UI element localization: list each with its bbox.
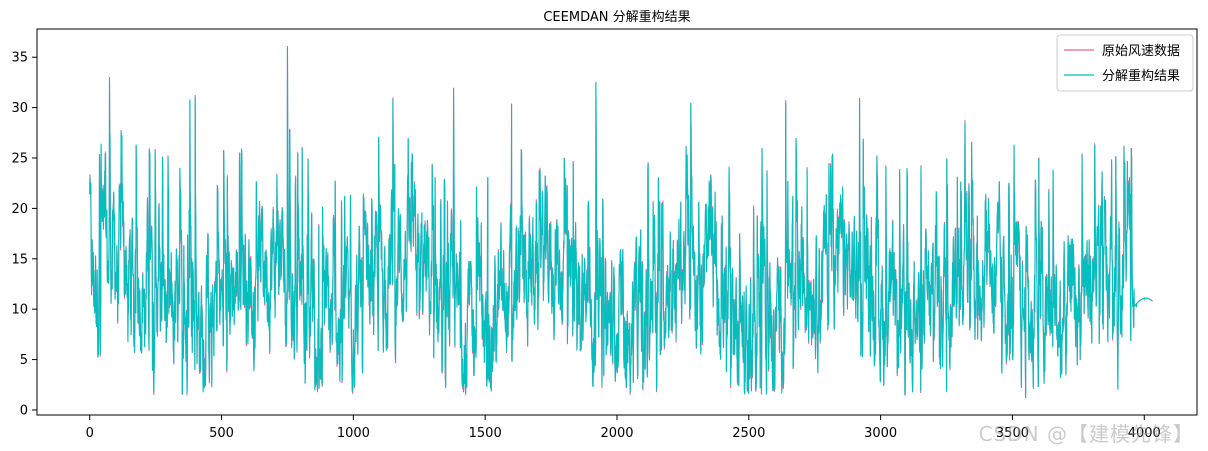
x-tick-label: 1000 [337,426,370,441]
x-tick-label: 4000 [1128,426,1161,441]
series-line-reconstructed [89,46,1153,398]
chart-title: CEEMDAN 分解重构结果 [543,9,690,25]
x-tick-label: 1500 [469,426,502,441]
x-tick-label: 2500 [732,426,765,441]
legend-box [1056,34,1194,92]
plot-area [89,46,1153,398]
y-axis: 0 5 10 15 20 25 30 35 [11,51,37,418]
y-tick-label: 15 [11,252,28,267]
x-tick-label: 0 [86,426,94,441]
legend-label-original: 原始风速数据 [1102,44,1180,59]
series-line-original [89,47,1153,398]
y-tick-label: 25 [11,152,28,167]
y-tick-label: 35 [11,51,28,66]
y-tick-label: 20 [11,202,28,217]
y-tick-label: 10 [11,303,28,318]
y-tick-label: 0 [20,403,28,418]
x-tick-label: 3500 [996,426,1029,441]
x-axis: 0 500 1000 1500 2000 2500 3000 3500 4000 [86,415,1161,441]
y-tick-label: 5 [20,353,28,368]
x-tick-label: 3000 [864,426,897,441]
x-tick-label: 500 [209,426,234,441]
legend: 原始风速数据 分解重构结果 [1056,34,1194,92]
legend-label-reconstructed: 分解重构结果 [1102,68,1180,84]
x-tick-label: 2000 [600,426,633,441]
watermark: CSDN @【建模先锋】 [978,422,1194,446]
y-tick-label: 30 [11,101,28,116]
axes-frame [36,28,1198,416]
